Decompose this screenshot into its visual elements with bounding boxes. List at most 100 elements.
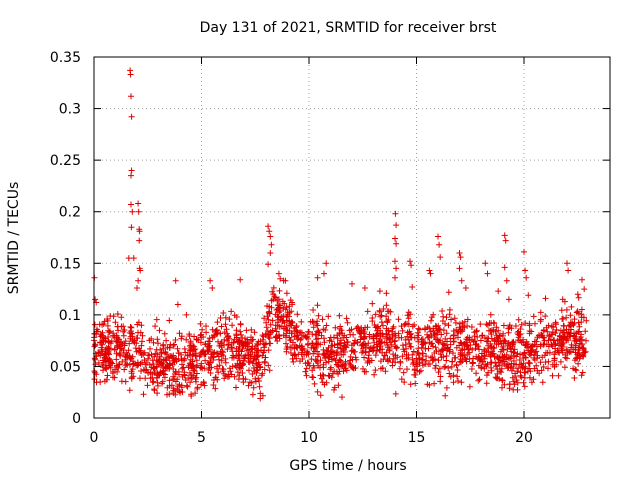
data-point: [151, 387, 158, 394]
data-point: [393, 240, 400, 247]
data-point: [364, 358, 371, 364]
data-point: [147, 375, 154, 382]
data-point: [513, 353, 520, 360]
data-point: [402, 320, 409, 327]
data-point: [319, 379, 326, 386]
data-point: [125, 347, 132, 354]
data-point: [435, 348, 442, 355]
data-point: [442, 363, 449, 370]
data-point: [432, 322, 439, 329]
data-point: [534, 352, 541, 359]
data-point: [514, 386, 521, 393]
data-point: [184, 352, 191, 359]
data-point: [500, 347, 507, 353]
data-point: [120, 328, 127, 335]
data-point: [176, 330, 183, 337]
data-point: [200, 347, 207, 354]
data-point: [287, 350, 294, 356]
data-point: [553, 326, 560, 333]
data-point: [136, 228, 143, 235]
data-point: [176, 388, 183, 395]
x-tick-label: 0: [90, 430, 99, 446]
data-point: [111, 374, 118, 381]
data-point: [445, 365, 452, 371]
data-point: [583, 317, 590, 324]
data-point: [575, 329, 582, 336]
data-point: [291, 345, 298, 352]
data-point: [214, 331, 221, 337]
data-point: [349, 280, 355, 287]
data-point: [179, 389, 186, 395]
data-point: [482, 334, 488, 341]
data-point: [527, 352, 534, 359]
data-point: [408, 262, 415, 269]
data-point: [459, 328, 465, 335]
data-point: [425, 334, 431, 341]
data-point: [436, 241, 443, 248]
data-point: [485, 369, 492, 376]
data-point: [462, 285, 469, 291]
data-point: [524, 344, 530, 351]
data-point: [574, 291, 581, 298]
data-point: [323, 348, 330, 355]
data-point: [161, 374, 168, 381]
data-point: [470, 360, 477, 367]
data-point: [399, 353, 406, 360]
data-point: [393, 265, 400, 272]
data-point: [387, 336, 393, 343]
data-point: [371, 371, 378, 378]
data-point: [431, 380, 438, 387]
data-point: [144, 382, 151, 389]
data-point: [449, 358, 456, 365]
data-point: [444, 338, 450, 345]
data-point: [254, 362, 261, 368]
data-point: [187, 356, 194, 363]
data-point: [580, 345, 587, 352]
data-point: [488, 320, 495, 326]
data-point: [137, 375, 143, 382]
data-point: [450, 332, 457, 338]
data-point: [568, 348, 574, 355]
data-point: [491, 353, 498, 360]
data-point: [514, 379, 521, 386]
data-point: [181, 371, 188, 378]
data-point: [206, 344, 212, 351]
data-point: [249, 391, 256, 398]
data-point: [138, 342, 145, 349]
data-point: [112, 319, 119, 326]
data-point: [474, 334, 481, 340]
data-point: [145, 355, 152, 362]
y-tick-label: 0.2: [59, 205, 81, 221]
data-point: [464, 334, 471, 341]
data-point: [113, 350, 120, 357]
data-point: [557, 358, 564, 365]
data-point: [471, 333, 478, 340]
data-point: [287, 297, 294, 304]
data-point: [354, 323, 361, 330]
y-tick-label: 0.35: [50, 50, 81, 66]
data-point: [239, 370, 246, 376]
data-point: [435, 233, 441, 240]
data-point: [456, 250, 463, 256]
data-point: [421, 325, 428, 332]
data-point: [261, 366, 268, 373]
data-point: [191, 333, 198, 340]
data-point: [531, 338, 538, 345]
data-point: [199, 365, 206, 372]
y-tick-label: 0.3: [59, 102, 81, 118]
data-point: [576, 328, 583, 335]
data-point: [476, 346, 482, 353]
data-point: [440, 346, 447, 353]
data-point: [503, 277, 510, 284]
data-point: [408, 343, 415, 350]
data-point: [297, 358, 303, 365]
data-point: [409, 284, 416, 290]
data-point: [188, 344, 195, 351]
data-point: [383, 313, 390, 320]
data-point: [457, 254, 464, 261]
data-point: [336, 340, 343, 347]
data-point: [386, 335, 393, 342]
data-point: [400, 369, 407, 376]
data-point: [462, 355, 468, 361]
data-point: [128, 167, 135, 174]
